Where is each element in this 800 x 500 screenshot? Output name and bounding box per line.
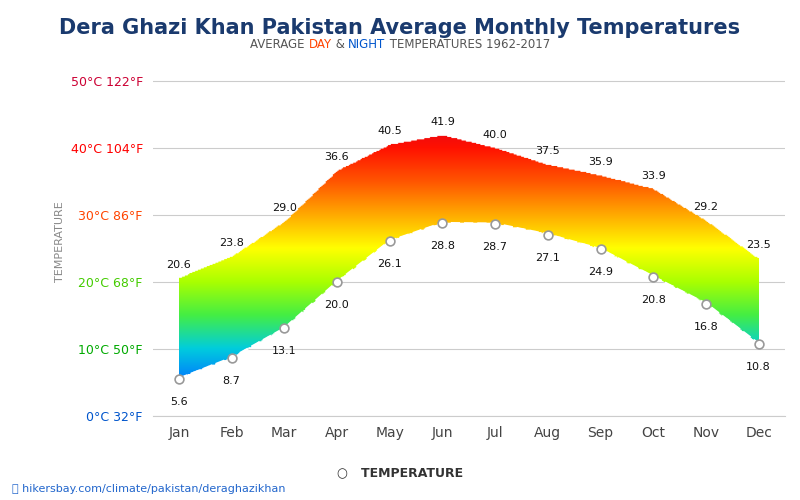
Point (542, 230, 554, 238)
Text: &: & (332, 38, 348, 52)
Text: 28.7: 28.7 (482, 242, 508, 252)
Text: 26.1: 26.1 (378, 260, 402, 270)
Text: 10.8: 10.8 (746, 362, 771, 372)
Point (436, 219, 449, 227)
Text: 41.9: 41.9 (430, 117, 455, 127)
Text: 35.9: 35.9 (588, 157, 613, 167)
Text: TEMPERATURES 1962-2017: TEMPERATURES 1962-2017 (386, 38, 550, 52)
Point (752, 340, 765, 348)
Text: 16.8: 16.8 (694, 322, 718, 332)
Text: 29.2: 29.2 (694, 202, 718, 212)
Point (699, 300, 712, 308)
Point (330, 278, 343, 286)
Point (383, 237, 396, 245)
Point (594, 246, 607, 254)
Text: 8.7: 8.7 (222, 376, 241, 386)
Text: 40.5: 40.5 (378, 126, 402, 136)
Text: 24.9: 24.9 (588, 268, 613, 278)
Text: 📍 hikersbay.com/climate/pakistan/deraghazikhan: 📍 hikersbay.com/climate/pakistan/deragha… (12, 484, 286, 494)
Text: 36.6: 36.6 (325, 152, 350, 162)
Point (489, 220, 502, 228)
Text: 28.8: 28.8 (430, 241, 455, 251)
Point (278, 324, 290, 332)
Point (225, 354, 238, 362)
Text: 27.1: 27.1 (535, 252, 560, 262)
Text: 13.1: 13.1 (272, 346, 297, 356)
Text: 23.5: 23.5 (746, 240, 771, 250)
Text: 5.6: 5.6 (170, 397, 188, 407)
Y-axis label: TEMPERATURE: TEMPERATURE (55, 202, 65, 282)
Text: 29.0: 29.0 (272, 204, 297, 214)
Text: 20.0: 20.0 (325, 300, 350, 310)
Point (173, 374, 186, 382)
Text: 20.6: 20.6 (166, 260, 191, 270)
Text: AVERAGE: AVERAGE (250, 38, 309, 52)
Text: 37.5: 37.5 (535, 146, 560, 156)
Text: NIGHT: NIGHT (348, 38, 386, 52)
Text: ○   TEMPERATURE: ○ TEMPERATURE (337, 466, 463, 479)
Point (647, 273, 660, 281)
Text: 20.8: 20.8 (641, 295, 666, 305)
Text: Dera Ghazi Khan Pakistan Average Monthly Temperatures: Dera Ghazi Khan Pakistan Average Monthly… (59, 18, 741, 38)
Text: 33.9: 33.9 (641, 170, 666, 180)
Text: DAY: DAY (309, 38, 332, 52)
Text: 23.8: 23.8 (219, 238, 244, 248)
Text: 40.0: 40.0 (482, 130, 507, 140)
